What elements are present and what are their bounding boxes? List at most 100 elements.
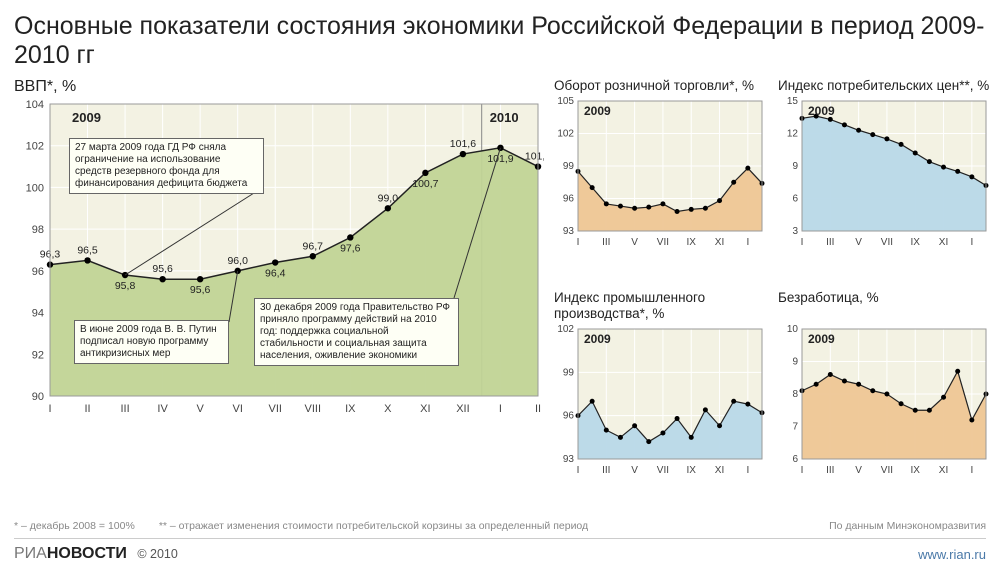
svg-text:3: 3 (792, 226, 798, 237)
logo: РИАНОВОСТИ (14, 545, 127, 562)
svg-text:VII: VII (881, 237, 893, 248)
svg-text:8: 8 (792, 389, 798, 400)
svg-text:101,6: 101,6 (450, 138, 476, 150)
svg-text:9: 9 (792, 161, 798, 172)
svg-text:XI: XI (715, 465, 724, 476)
svg-text:I: I (577, 465, 580, 476)
svg-text:IX: IX (911, 237, 921, 248)
mini-chart-1: 3691215IIIIVVIIIXXII2009 (778, 97, 990, 286)
svg-text:104: 104 (26, 99, 44, 111)
svg-text:92: 92 (32, 349, 44, 361)
svg-text:2010: 2010 (490, 110, 519, 125)
svg-text:II: II (535, 403, 541, 415)
svg-text:VII: VII (657, 237, 669, 248)
svg-text:III: III (120, 403, 129, 415)
svg-text:XI: XI (939, 465, 948, 476)
svg-text:V: V (855, 465, 862, 476)
svg-text:96,5: 96,5 (77, 244, 98, 256)
svg-text:95,8: 95,8 (115, 280, 136, 292)
svg-text:102: 102 (557, 129, 574, 140)
svg-text:94: 94 (32, 307, 44, 319)
svg-text:I: I (801, 237, 804, 248)
copyright: © 2010 (137, 547, 178, 561)
svg-text:10: 10 (787, 325, 799, 335)
svg-text:IV: IV (157, 403, 168, 415)
svg-text:VI: VI (232, 403, 242, 415)
svg-text:I: I (577, 237, 580, 248)
mini-chart-3: 678910IIIIVVIIIXXII2009 (778, 325, 990, 514)
svg-text:96: 96 (32, 265, 44, 277)
svg-text:99,0: 99,0 (378, 192, 399, 204)
svg-text:96,4: 96,4 (265, 267, 286, 279)
svg-text:2009: 2009 (584, 104, 611, 118)
svg-text:IX: IX (687, 237, 697, 248)
svg-text:101,0: 101,0 (525, 150, 544, 162)
svg-text:X: X (384, 403, 392, 415)
svg-text:96,7: 96,7 (303, 240, 324, 252)
svg-text:I: I (746, 237, 749, 248)
callout-0: 27 марта 2009 года ГД РФ сняла ограничен… (69, 138, 264, 194)
main-chart-title: ВВП*, % (14, 78, 544, 96)
svg-text:100: 100 (26, 182, 44, 194)
svg-text:2009: 2009 (72, 110, 101, 125)
svg-text:9: 9 (792, 357, 798, 368)
svg-text:99: 99 (563, 367, 575, 378)
mini-title-3: Безработица, % (778, 290, 990, 321)
svg-text:III: III (826, 465, 834, 476)
svg-text:I: I (970, 465, 973, 476)
svg-text:IX: IX (345, 403, 356, 415)
svg-text:V: V (631, 237, 638, 248)
svg-text:105: 105 (557, 97, 574, 107)
svg-text:V: V (631, 465, 638, 476)
svg-text:XI: XI (715, 237, 724, 248)
svg-text:12: 12 (787, 129, 799, 140)
svg-text:98: 98 (32, 224, 44, 236)
svg-text:100,7: 100,7 (412, 177, 438, 189)
svg-text:2009: 2009 (808, 332, 835, 346)
svg-text:III: III (602, 465, 610, 476)
svg-text:2009: 2009 (808, 104, 835, 118)
svg-text:V: V (196, 403, 204, 415)
mini-chart-0: 939699102105IIIIVVIIIXXII2009 (554, 97, 766, 286)
main-chart: 9092949698100102104IIIIIIIVVVIVIIVIIIIXX… (14, 98, 544, 418)
svg-text:15: 15 (787, 97, 799, 107)
svg-text:I: I (801, 465, 804, 476)
svg-text:IX: IX (911, 465, 921, 476)
svg-text:III: III (602, 237, 610, 248)
svg-text:101,9: 101,9 (487, 152, 513, 164)
svg-text:III: III (826, 237, 834, 248)
footer: РИАНОВОСТИ © 2010 www.rian.ru (14, 538, 986, 571)
svg-text:102: 102 (557, 325, 574, 335)
mini-title-2: Индекс промышленного производства*, % (554, 290, 766, 321)
svg-text:I: I (48, 403, 51, 415)
svg-text:90: 90 (32, 391, 44, 403)
svg-text:97,6: 97,6 (340, 242, 361, 254)
svg-text:95,6: 95,6 (152, 263, 173, 275)
svg-text:6: 6 (792, 194, 798, 205)
mini-title-1: Индекс потребительских цен**, % (778, 78, 990, 94)
svg-text:96: 96 (563, 194, 575, 205)
svg-text:6: 6 (792, 454, 798, 465)
svg-text:I: I (499, 403, 502, 415)
svg-text:93: 93 (563, 226, 575, 237)
footnotes: * – декабрь 2008 = 100% ** – отражает из… (14, 520, 986, 532)
source-url[interactable]: www.rian.ru (918, 547, 986, 562)
svg-text:2009: 2009 (584, 332, 611, 346)
svg-text:93: 93 (563, 454, 575, 465)
mini-title-0: Оборот розничной торговли*, % (554, 78, 766, 94)
svg-text:96: 96 (563, 411, 575, 422)
svg-text:I: I (970, 237, 973, 248)
svg-text:VIII: VIII (305, 403, 322, 415)
svg-text:95,6: 95,6 (190, 284, 211, 296)
mini-chart-2: 939699102IIIIVVIIIXXII2009 (554, 325, 766, 514)
svg-text:VII: VII (657, 465, 669, 476)
svg-text:102: 102 (26, 140, 44, 152)
page-title: Основные показатели состояния экономики … (14, 12, 986, 70)
svg-text:96,0: 96,0 (227, 254, 248, 266)
footnote-mid: ** – отражает изменения стоимости потреб… (159, 520, 588, 532)
callout-1: В июне 2009 года В. В. Путин подписал но… (74, 320, 229, 364)
callout-2: 30 декабря 2009 года Правительство РФ пр… (254, 298, 459, 366)
svg-text:I: I (746, 465, 749, 476)
footnote-right: По данным Минэкономразвития (829, 520, 986, 532)
svg-text:XII: XII (456, 403, 469, 415)
